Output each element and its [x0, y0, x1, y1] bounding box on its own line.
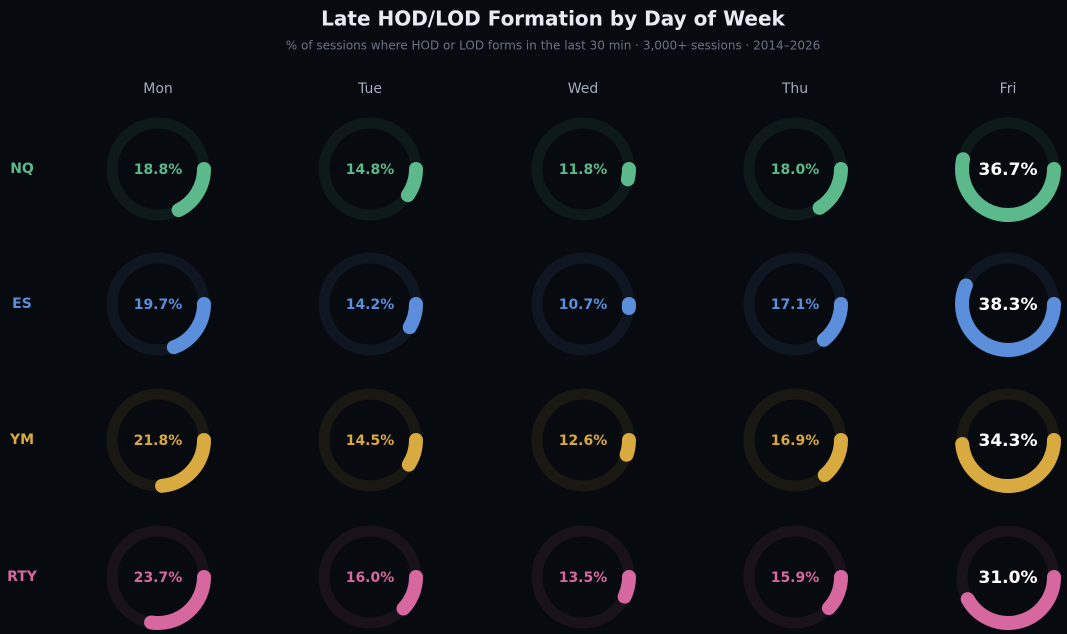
value-label: 36.7% — [979, 160, 1038, 180]
chart-subtitle: % of sessions where HOD or LOD forms in … — [286, 39, 820, 53]
value-label: 11.8% — [559, 162, 608, 178]
column-header: Mon — [143, 81, 173, 97]
column-header: Wed — [568, 81, 599, 97]
donut-arc — [617, 570, 636, 604]
donut-arc — [955, 152, 1061, 222]
value-label: 10.7% — [559, 297, 608, 313]
donut-arc — [402, 297, 423, 335]
donut-arc — [960, 570, 1061, 630]
row-label: NQ — [10, 161, 34, 177]
donut-arc — [619, 433, 636, 462]
row-label: RTY — [7, 569, 38, 585]
value-label: 18.8% — [134, 162, 183, 178]
row-label: YM — [9, 432, 34, 448]
value-label: 18.0% — [771, 162, 820, 178]
donut-arc — [171, 162, 211, 218]
value-label: 34.3% — [979, 431, 1038, 451]
chart-title: Late HOD/LOD Formation by Day of Week — [321, 7, 785, 31]
value-label: 23.7% — [134, 570, 183, 586]
value-label: 16.0% — [346, 570, 395, 586]
donut-arc — [812, 162, 848, 215]
donut-arc — [401, 433, 423, 472]
value-label: 19.7% — [134, 297, 183, 313]
value-label: 38.3% — [979, 295, 1038, 315]
donut-arc — [155, 433, 211, 493]
column-header: Tue — [357, 81, 382, 97]
donut-arc — [400, 162, 423, 203]
value-label: 14.8% — [346, 162, 395, 178]
value-label: 12.6% — [559, 433, 608, 449]
row-label: ES — [12, 296, 32, 312]
value-label: 17.1% — [771, 297, 820, 313]
donut-arc — [620, 162, 636, 187]
value-label: 14.5% — [346, 433, 395, 449]
donut-arc — [816, 297, 848, 347]
donut-arc — [166, 297, 211, 355]
value-label: 16.9% — [771, 433, 820, 449]
value-label: 31.0% — [979, 568, 1038, 588]
column-header: Fri — [1000, 81, 1017, 97]
donut-arc — [821, 570, 848, 616]
donut-arc — [144, 570, 211, 630]
value-label: 15.9% — [771, 570, 820, 586]
donut-arc — [955, 433, 1061, 493]
value-label: 13.5% — [559, 570, 608, 586]
value-label: 14.2% — [346, 297, 395, 313]
value-label: 21.8% — [134, 433, 183, 449]
column-header: Thu — [781, 81, 808, 97]
donut-arc — [955, 278, 1061, 357]
donut-arc — [817, 433, 848, 483]
donut-arc — [396, 570, 423, 616]
